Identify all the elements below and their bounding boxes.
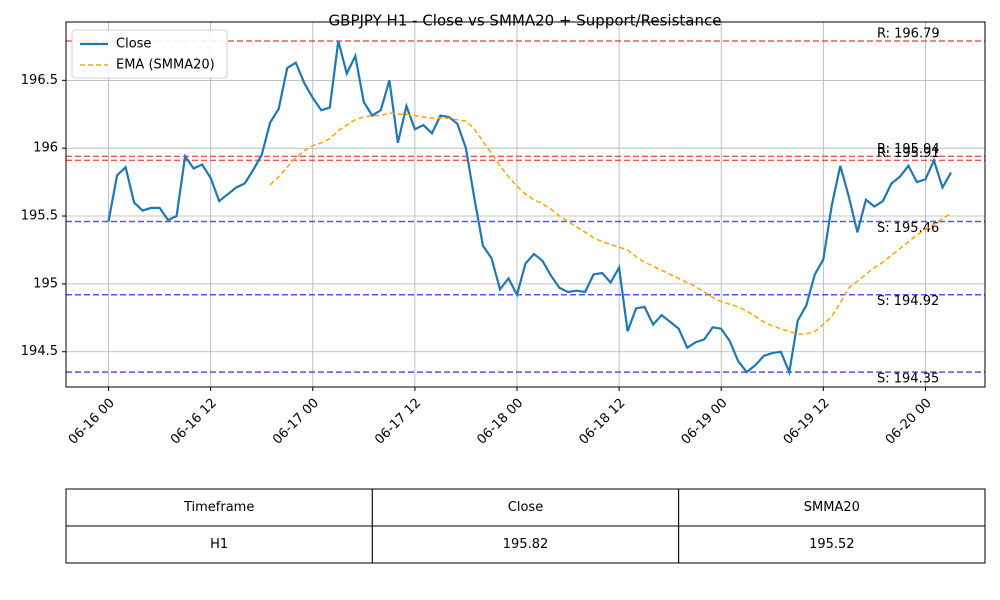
table-cell-text: H1 xyxy=(210,537,228,552)
table-cell xyxy=(371,525,680,564)
legend-box xyxy=(71,29,228,79)
table-cell xyxy=(678,525,986,564)
level-label: R: 196.79 xyxy=(877,26,940,41)
x-tick-label: 06-20 00 xyxy=(883,396,935,448)
table-header-text: Timeframe xyxy=(183,500,254,515)
level-label: R: 195.91 xyxy=(877,146,940,161)
y-tick-label: 196.5 xyxy=(21,73,58,88)
chart-title: GBPJPY H1 - Close vs SMMA20 + Support/Re… xyxy=(329,12,722,30)
x-tick-label: 06-16 00 xyxy=(66,396,118,448)
table: Timeframe Close SMMA20 H1 195.82 195.52 xyxy=(65,488,986,564)
legend-label: EMA (SMMA20) xyxy=(116,58,215,73)
plot: R: 196.79 R: 195.94R: 195.91 S: 195.46 S: 1… xyxy=(66,26,985,387)
legend-label: Close xyxy=(116,37,151,52)
y-tick-label: 194.5 xyxy=(21,344,58,359)
table-cell-text: 195.82 xyxy=(503,537,549,552)
y-tick-label: 195.5 xyxy=(21,209,58,224)
x-tick-label: 06-19 00 xyxy=(679,396,731,448)
table-header-text: SMMA20 xyxy=(804,500,860,515)
table-cell xyxy=(371,488,680,527)
x-tick-label: 06-17 00 xyxy=(270,396,322,448)
series-line xyxy=(107,40,952,377)
grid: 194.5 195 195.5 196 196.5 06-16 00 06-16 12 06-… xyxy=(21,22,985,448)
x-tick-label: 06-18 00 xyxy=(474,396,526,448)
y-tick-label: 195 xyxy=(33,276,58,291)
table-header-text: Close xyxy=(508,500,543,515)
table-cell xyxy=(65,488,373,527)
series-line xyxy=(269,112,952,335)
x-tick-label: 06-18 12 xyxy=(576,396,628,448)
level-label: S: 194.35 xyxy=(877,372,939,387)
x-tick-label: 06-16 12 xyxy=(168,396,220,448)
table-cell-text: 195.52 xyxy=(809,537,855,552)
x-tick-label: 06-17 12 xyxy=(372,396,424,448)
level-label: R: 195.94 xyxy=(877,142,940,157)
level-label: S: 194.92 xyxy=(877,294,939,309)
plot-frame xyxy=(65,21,986,388)
x-tick-label: 06-19 12 xyxy=(781,396,833,448)
legend: Close EMA (SMMA20) xyxy=(71,29,228,79)
level-label: S: 195.46 xyxy=(877,221,939,236)
y-tick-label: 196 xyxy=(33,141,58,156)
table-cell xyxy=(65,525,373,564)
